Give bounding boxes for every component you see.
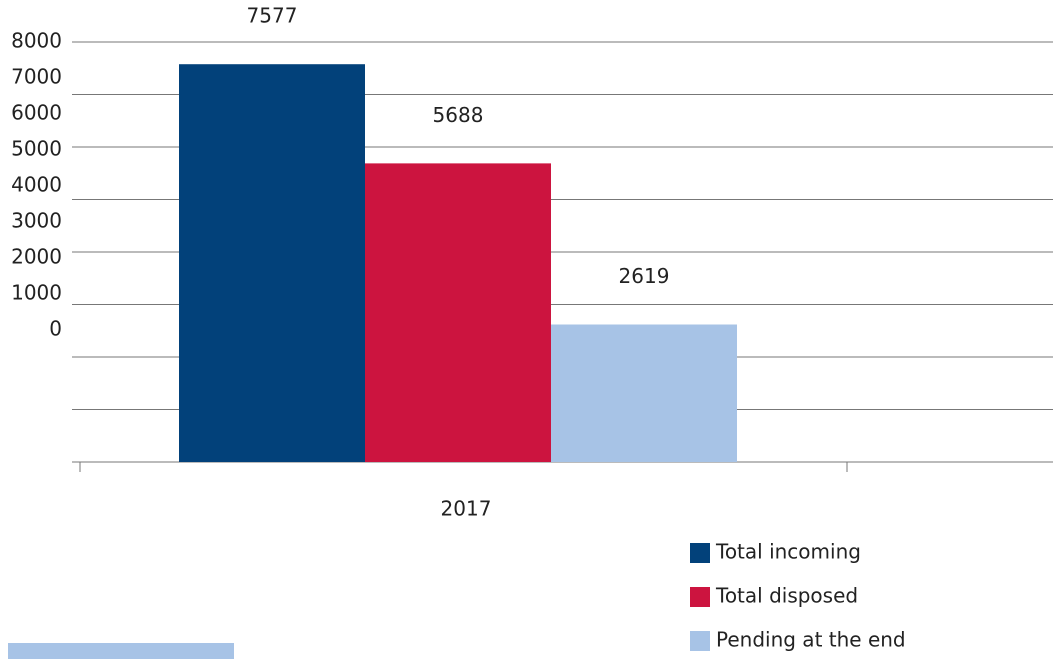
legend-label: Pending at the end xyxy=(716,628,906,652)
bar xyxy=(551,324,737,462)
y-tick-label: 0 xyxy=(49,317,62,341)
legend-swatch xyxy=(690,587,710,607)
data-label: 7577 xyxy=(247,4,298,28)
y-tick-label: 4000 xyxy=(11,173,62,197)
data-label: 5688 xyxy=(433,103,484,127)
y-tick-label: 6000 xyxy=(11,101,62,125)
y-tick-label: 5000 xyxy=(11,137,62,161)
bar xyxy=(365,163,551,462)
data-label: 2619 xyxy=(619,264,670,288)
legend-label: Total incoming xyxy=(715,540,861,564)
y-tick-label: 2000 xyxy=(11,245,62,269)
legend-swatch xyxy=(690,543,710,563)
y-tick-label: 3000 xyxy=(11,209,62,233)
y-tick-label: 7000 xyxy=(11,65,62,89)
legend-label: Total disposed xyxy=(715,584,858,608)
x-tick-label: 2017 xyxy=(441,497,492,521)
y-tick-label: 8000 xyxy=(11,29,62,53)
y-tick-label: 1000 xyxy=(11,281,62,305)
decor-bar xyxy=(8,643,234,659)
bar xyxy=(179,64,365,463)
legend-swatch xyxy=(690,631,710,651)
